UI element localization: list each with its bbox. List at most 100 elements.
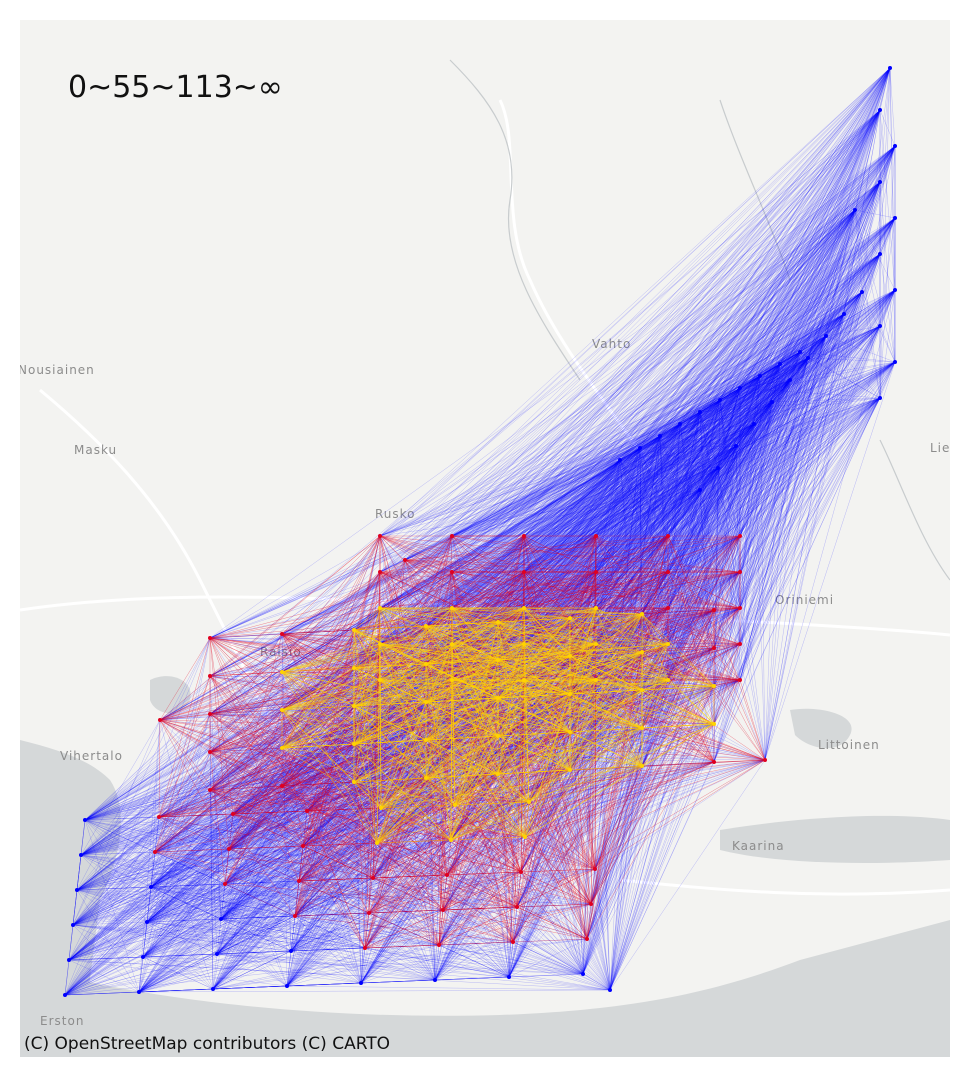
map-frame[interactable]: Nousiainen Masku Rusko Vahto Raisio Littoinen… [20,20,950,1057]
edge-low [220,874,448,920]
edge-low [209,751,362,984]
edge-low [150,848,230,888]
edge-low [212,659,499,990]
edge-low [64,571,381,996]
edge-low [372,609,715,879]
edge-low [372,877,436,981]
edge-low [68,535,453,961]
edge-low [281,747,292,952]
edge-low [212,953,218,990]
edge-low [281,785,436,981]
edge-low [286,535,453,987]
edge-low [224,145,896,885]
edge-low [380,313,845,809]
edge-low [64,689,643,996]
edge-low [209,751,288,987]
edge-low [64,877,374,996]
edge-low [228,643,669,850]
edge-low [286,679,669,987]
edge-low [80,854,444,911]
edge-low [72,816,160,926]
edge-low [64,709,283,996]
edge-low [212,363,781,990]
edge-low [216,836,526,955]
edge-low [84,291,863,821]
edge-low [220,801,530,920]
edge-low [404,559,436,981]
edge-low [138,982,362,993]
edge-low [220,145,896,920]
edge-low [146,145,896,923]
edge-low [72,845,304,926]
edge-low [84,387,741,821]
edge-low [138,759,766,993]
edge-low [158,679,669,818]
edge-low [216,679,741,955]
edge-low [220,871,522,920]
edge-low [138,643,381,993]
edge-low [298,880,584,975]
edge-low [76,739,427,891]
edge-low [80,854,292,952]
edge-low [64,813,234,996]
edge-low [360,375,761,984]
edge-low [84,781,355,821]
edge-low [434,109,881,981]
edge-low [281,633,288,987]
edge-low [76,889,440,946]
edge-low [138,880,300,993]
edge-low [68,751,211,961]
edge-low [360,209,856,984]
edge-low [76,145,896,891]
edge-low [80,851,156,856]
edge-low [76,889,140,993]
edge-low [64,909,444,996]
edge-low [146,643,381,923]
edge-low [286,985,611,991]
edge-low [84,819,362,984]
edge-low [142,739,427,958]
edge-low [138,773,499,993]
edge-low [80,67,891,856]
edge-low [72,810,308,926]
edge-low [368,289,896,914]
edge-low [68,291,863,961]
edge-low [142,535,453,958]
edge-low [138,989,611,993]
edge-low [142,871,522,958]
edge-low [150,886,436,981]
edge-low [150,291,863,888]
edge-low [138,747,283,993]
edge-low [302,679,741,847]
edge-low [216,909,444,955]
edge-low [68,912,370,961]
edge-low [64,743,355,996]
edge-low [146,291,863,923]
edge-low [76,785,283,891]
edge-low [150,761,715,888]
edge-low [138,719,161,993]
edge-low [146,801,530,923]
map-canvas[interactable]: NousiainenMaskuRuskoVahtoRaisioLittoinen… [20,20,950,1057]
edge-low [220,679,381,920]
place-label: Raisio [260,645,302,659]
edge-low [232,217,896,815]
edge-low [220,761,715,920]
edge-low [64,979,436,996]
edge-low [68,675,211,961]
edge-low [212,985,288,990]
edge-low [224,289,896,885]
edge-low [138,723,715,993]
edge-low [84,819,140,993]
edge-low [68,851,156,961]
edge-low [76,637,211,891]
edge-low [150,621,499,888]
edge-low [80,109,881,856]
edge-low [294,643,669,917]
edge-low [290,903,592,952]
edge-low [290,947,366,952]
edge-low [212,950,292,990]
edge-low [220,918,288,987]
edge-low [290,735,499,952]
edge-low [150,723,715,888]
